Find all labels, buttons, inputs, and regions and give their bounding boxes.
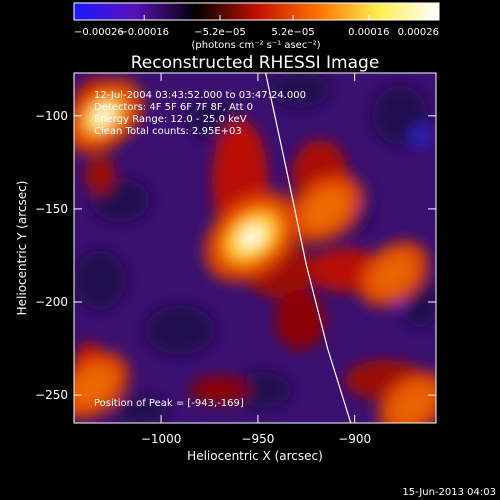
y-tick-label: −250	[35, 388, 68, 402]
colorbar-tick-label: 0.00016	[348, 27, 389, 38]
annotation-energy-range: Energy Range: 12.0 - 25.0 keV	[94, 114, 247, 125]
annotation-clean-counts: Clean Total counts: 2.95E+03	[94, 126, 242, 137]
dark-patch	[145, 305, 215, 355]
warm-structure	[85, 155, 115, 195]
negative-patch	[410, 123, 430, 147]
warm-structure	[275, 290, 325, 350]
colorbar-tick-label: −0.00026	[74, 27, 124, 38]
y-tick-label: −200	[35, 295, 68, 309]
chart-title: Reconstructed RHESSI Image	[131, 53, 380, 73]
dark-patch	[74, 250, 126, 310]
x-tick-label: −950	[241, 432, 274, 446]
x-axis-label: Heliocentric X (arcsec)	[187, 449, 323, 463]
y-axis-label: Heliocentric Y (arcsec)	[15, 181, 29, 316]
x-tick-label: −900	[338, 432, 371, 446]
colorbar	[74, 3, 439, 20]
footer-timestamp: 15-Jun-2013 04:03	[402, 487, 496, 498]
y-tick-label: −100	[35, 109, 68, 123]
colorbar-tick-label: −0.00016	[119, 27, 169, 38]
y-tick-label: −150	[35, 202, 68, 216]
x-tick-label: −1000	[141, 432, 182, 446]
colorbar-tick-label: −5.2e−05	[194, 27, 246, 38]
annotation-detectors: Detectors: 4F 5F 6F 7F 8F, Att 0	[94, 102, 253, 113]
colorbar-tick-label: 0.00026	[398, 27, 439, 38]
annotation-time-range: 12-Jul-2004 03:43:52.000 to 03:47:24.000	[94, 90, 306, 101]
peak-position-label: Position of Peak = [-943,-169]	[94, 398, 244, 409]
colorbar-unit-label: (photons cm⁻² s⁻¹ asec⁻²)	[191, 40, 320, 51]
colorbar-tick-label: 5.2e−05	[271, 27, 314, 38]
